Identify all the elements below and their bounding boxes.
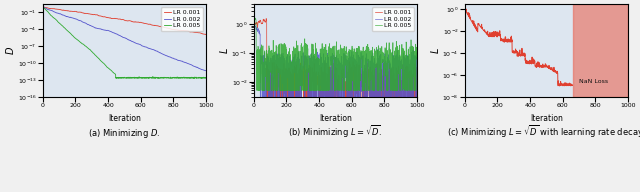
LR 0.001 [267, 74, 275, 76]
LR 0.001 [362, 70, 370, 73]
Title: (b) Minimizing $L = \sqrt{D}$.: (b) Minimizing $L = \sqrt{D}$. [288, 123, 383, 140]
LR 0.001 [56, 8, 63, 11]
LR 0.005 [105, 67, 113, 70]
LR 0.002 [316, 52, 324, 54]
LR 0.001 [166, 28, 174, 30]
LR 0.005 [250, 14, 258, 17]
LR 0.001 [322, 72, 330, 74]
LR 0.005 [111, 73, 118, 75]
LR 0.002 [111, 32, 118, 34]
LR 0.005 [380, 63, 388, 65]
LR 0.002 [413, 51, 420, 54]
LR 0.005 [322, 43, 330, 46]
LR 0.001 [105, 17, 113, 19]
Y-axis label: $L$: $L$ [218, 47, 230, 54]
LR 0.005 [116, 77, 124, 79]
LR 0.002 [322, 96, 330, 98]
LR 0.005 [413, 58, 420, 60]
LR 0.005 [316, 89, 324, 92]
LR 0.005 [39, 6, 47, 8]
LR 0.001 [39, 6, 47, 8]
LR 0.001 [413, 92, 420, 94]
LR 0.001 [250, 23, 258, 25]
LR 0.005 [267, 51, 275, 53]
LR 0.001 [263, 96, 271, 98]
LR 0.002 [362, 96, 370, 98]
LR 0.005 [151, 77, 159, 79]
X-axis label: Iteration: Iteration [530, 114, 563, 122]
Title: (a) Minimizing $D$.: (a) Minimizing $D$. [88, 127, 161, 140]
Line: LR 0.002: LR 0.002 [43, 7, 206, 71]
Line: LR 0.005: LR 0.005 [254, 16, 417, 90]
LR 0.002 [202, 70, 210, 72]
Y-axis label: $D$: $D$ [4, 46, 16, 55]
Line: LR 0.002: LR 0.002 [254, 23, 417, 97]
LR 0.002 [250, 22, 258, 24]
LR 0.002 [56, 12, 63, 15]
LR 0.001 [262, 17, 270, 20]
LR 0.002 [105, 30, 113, 32]
LR 0.001 [39, 6, 47, 8]
LR 0.005 [169, 77, 177, 79]
LR 0.001 [169, 28, 177, 31]
LR 0.005 [253, 89, 260, 92]
LR 0.002 [380, 84, 388, 87]
Y-axis label: $L$: $L$ [429, 47, 441, 54]
LR 0.005 [166, 77, 174, 79]
Line: LR 0.001: LR 0.001 [254, 18, 417, 97]
Line: LR 0.005: LR 0.005 [43, 7, 206, 78]
Line: LR 0.001: LR 0.001 [43, 7, 206, 35]
LR 0.005 [362, 77, 370, 79]
LR 0.002 [166, 56, 174, 58]
X-axis label: Iteration: Iteration [108, 114, 141, 122]
LR 0.002 [151, 49, 159, 51]
LR 0.001 [111, 17, 118, 19]
LR 0.001 [380, 96, 388, 98]
LR 0.002 [267, 80, 275, 83]
LR 0.005 [378, 49, 385, 51]
LR 0.002 [250, 23, 258, 25]
LR 0.002 [39, 6, 47, 8]
Legend: LR 0.001, LR 0.002, LR 0.005: LR 0.001, LR 0.002, LR 0.005 [161, 7, 203, 31]
LR 0.002 [378, 96, 385, 98]
LR 0.001 [316, 74, 324, 77]
X-axis label: Iteration: Iteration [319, 114, 352, 122]
Title: (c) Minimizing $L = \sqrt{D}$ with learning rate decay.: (c) Minimizing $L = \sqrt{D}$ with learn… [447, 123, 640, 140]
LR 0.002 [257, 96, 264, 98]
LR 0.001 [151, 24, 159, 26]
LR 0.002 [169, 57, 177, 59]
Text: NaN Loss: NaN Loss [579, 79, 608, 84]
LR 0.005 [56, 22, 63, 24]
Legend: LR 0.001, LR 0.002, LR 0.005: LR 0.001, LR 0.002, LR 0.005 [372, 7, 414, 31]
LR 0.001 [378, 83, 385, 86]
LR 0.005 [202, 76, 210, 79]
Bar [573, 4, 628, 97]
LR 0.001 [202, 33, 210, 36]
